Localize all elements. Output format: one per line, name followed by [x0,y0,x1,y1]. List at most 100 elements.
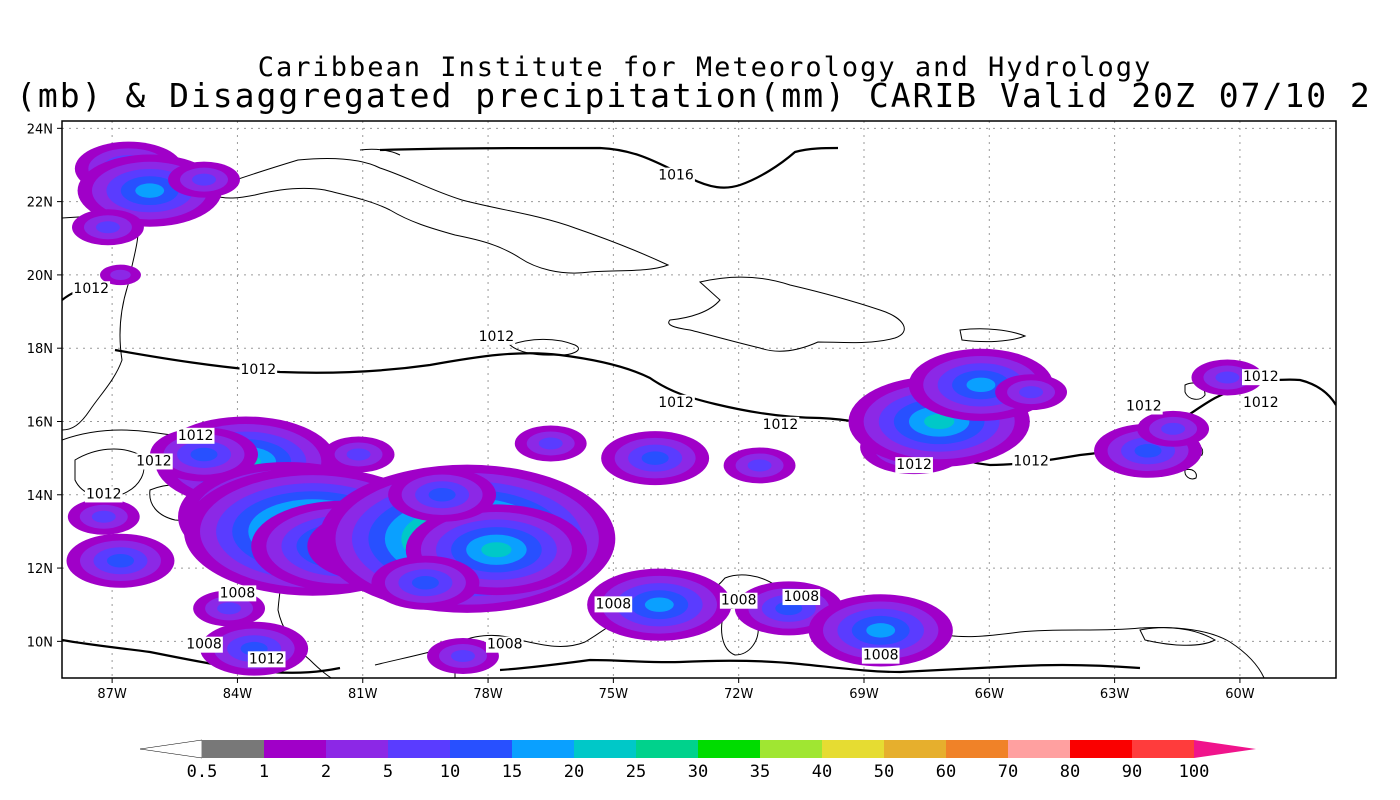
isobar-label: 1012 [249,651,285,667]
isobar-label-bg [485,636,524,653]
isobar-label-bg [135,453,173,470]
isobar-label-bg [782,589,821,606]
colorbar-segment [264,740,326,758]
isobar-label: 1012 [479,329,515,345]
isobar-label-bg [719,592,758,609]
lon-tick-label: 72W [724,687,754,702]
colorbar-label: 60 [936,762,956,782]
map-title-line-2: (mb) & Disaggregated precipitation(mm) C… [16,76,1372,115]
colorbar-label: 100 [1179,762,1210,782]
isobar-label: 1012 [241,362,277,378]
isobar-label: 1008 [863,648,899,664]
precip-cell-contour [641,451,669,465]
map-title-line-1: Caribbean Institute for Meteorology and … [257,52,1153,83]
colorbar-segment [326,740,388,758]
colorbar-segment [450,740,512,758]
isobar-label: 1012 [86,486,122,502]
isobar-label-bg [84,486,123,503]
isobar-label-bg [72,281,111,298]
isobar-labels: 1016 1012 1012 1012 1012 1012 1012 1012 1012 1012… [72,167,1280,668]
isobar-label-bg [761,416,800,433]
isobar-label-bg [247,651,286,668]
isobar-label-bg [1241,369,1280,386]
precip-cell-contour [866,623,896,638]
precip-cell-contour [110,269,131,281]
precip-cell-contour [966,377,996,393]
colorbar-segment [698,740,760,758]
lat-tick-label: 10N [27,635,53,650]
colorbar-segment [946,740,1008,758]
isobar-label-bg [477,328,516,345]
lat-tick-label: 20N [27,269,53,284]
lat-tick-label: 14N [27,489,53,504]
isobar-label: 1012 [896,457,932,473]
isobar-label-bg [1241,394,1280,411]
precipitation-cells [66,141,1264,676]
colorbar-segment [822,740,884,758]
isobar-label: 1016 [658,168,694,184]
isobar-label: 1008 [186,637,222,653]
lon-tick-label: 60W [1225,687,1255,702]
precip-cell-contour [95,221,120,234]
colorbar-segment [1132,740,1194,758]
isobar-label: 1012 [763,417,799,433]
precip-cell-contour [1215,371,1240,384]
colorbar-segment [636,740,698,758]
precip-cell-contour [538,437,563,450]
colorbar-label: 0.5 [187,762,218,782]
precip-cell-contour [91,510,116,523]
colorbar-max-triangle [1194,740,1256,758]
colorbar-segment [512,740,574,758]
colorbar-label: 25 [626,762,646,782]
isobar-label: 1012 [1126,398,1162,414]
precip-cell-contour [644,597,674,612]
map-frame [61,120,1337,679]
isobar-label-bg [239,361,278,378]
lon-tick-label: 75W [599,687,629,702]
lat-tick-label: 24N [27,122,53,137]
precip-cell-contour [1019,386,1044,399]
isobar-label-bg [657,167,695,184]
colorbar-segment [1008,740,1070,758]
isobar-label: 1008 [721,593,757,609]
isobar-label-bg [657,394,695,411]
colorbar-segment [388,740,450,758]
isobar-label: 1008 [784,589,820,605]
colorbar-segment [1070,740,1132,758]
isobar-label: 1012 [178,428,214,444]
isobar-label-bg [218,585,257,602]
precip-cell-contour [1161,422,1186,435]
precip-cell-contour [924,413,955,430]
precip-cell-contour [451,650,475,663]
colorbar-segment [202,740,264,758]
isobar-label-bg [176,427,215,444]
colorbar-label: 20 [564,762,584,782]
precip-cell-contour [190,447,218,462]
lon-tick-label: 66W [975,687,1005,702]
precip-cell-contour [1134,444,1162,458]
isobar-label-bg [895,457,933,474]
precip-cell-contour [481,542,512,558]
colorbar-segment [884,740,946,758]
colorbar-label: 40 [812,762,832,782]
precip-cell-contour [106,553,134,568]
lat-tick-label: 22N [27,196,53,211]
isobar-label: 1012 [1243,369,1279,385]
colorbar-label: 80 [1060,762,1080,782]
colorbar-label: 15 [502,762,522,782]
isobar-label: 1012 [1013,453,1049,469]
precip-cell-contour [411,575,439,590]
isobar-label-bg [1012,453,1050,470]
lat-tick-label: 12N [27,562,53,577]
colorbar-label: 5 [383,762,393,782]
isobar-label-bg [185,636,223,653]
precipitation-colorbar: 0.5 1 2 5 10 15 20 25 30 35 40 50 60 70 80 90 100 [139,739,1256,782]
lon-tick-label: 81W [348,687,378,702]
map-axes: 24N 22N 20N 18N 16N 14N 12N 10N 87W 84W 81W 78W 75W 7… [27,122,1255,702]
isobar-label: 1012 [136,453,172,469]
isobar-label: 1012 [73,281,109,297]
precip-cell-contour [192,173,216,186]
lon-tick-label: 78W [473,687,503,702]
lon-tick-label: 84W [223,687,253,702]
precip-cell-contour [428,488,456,502]
